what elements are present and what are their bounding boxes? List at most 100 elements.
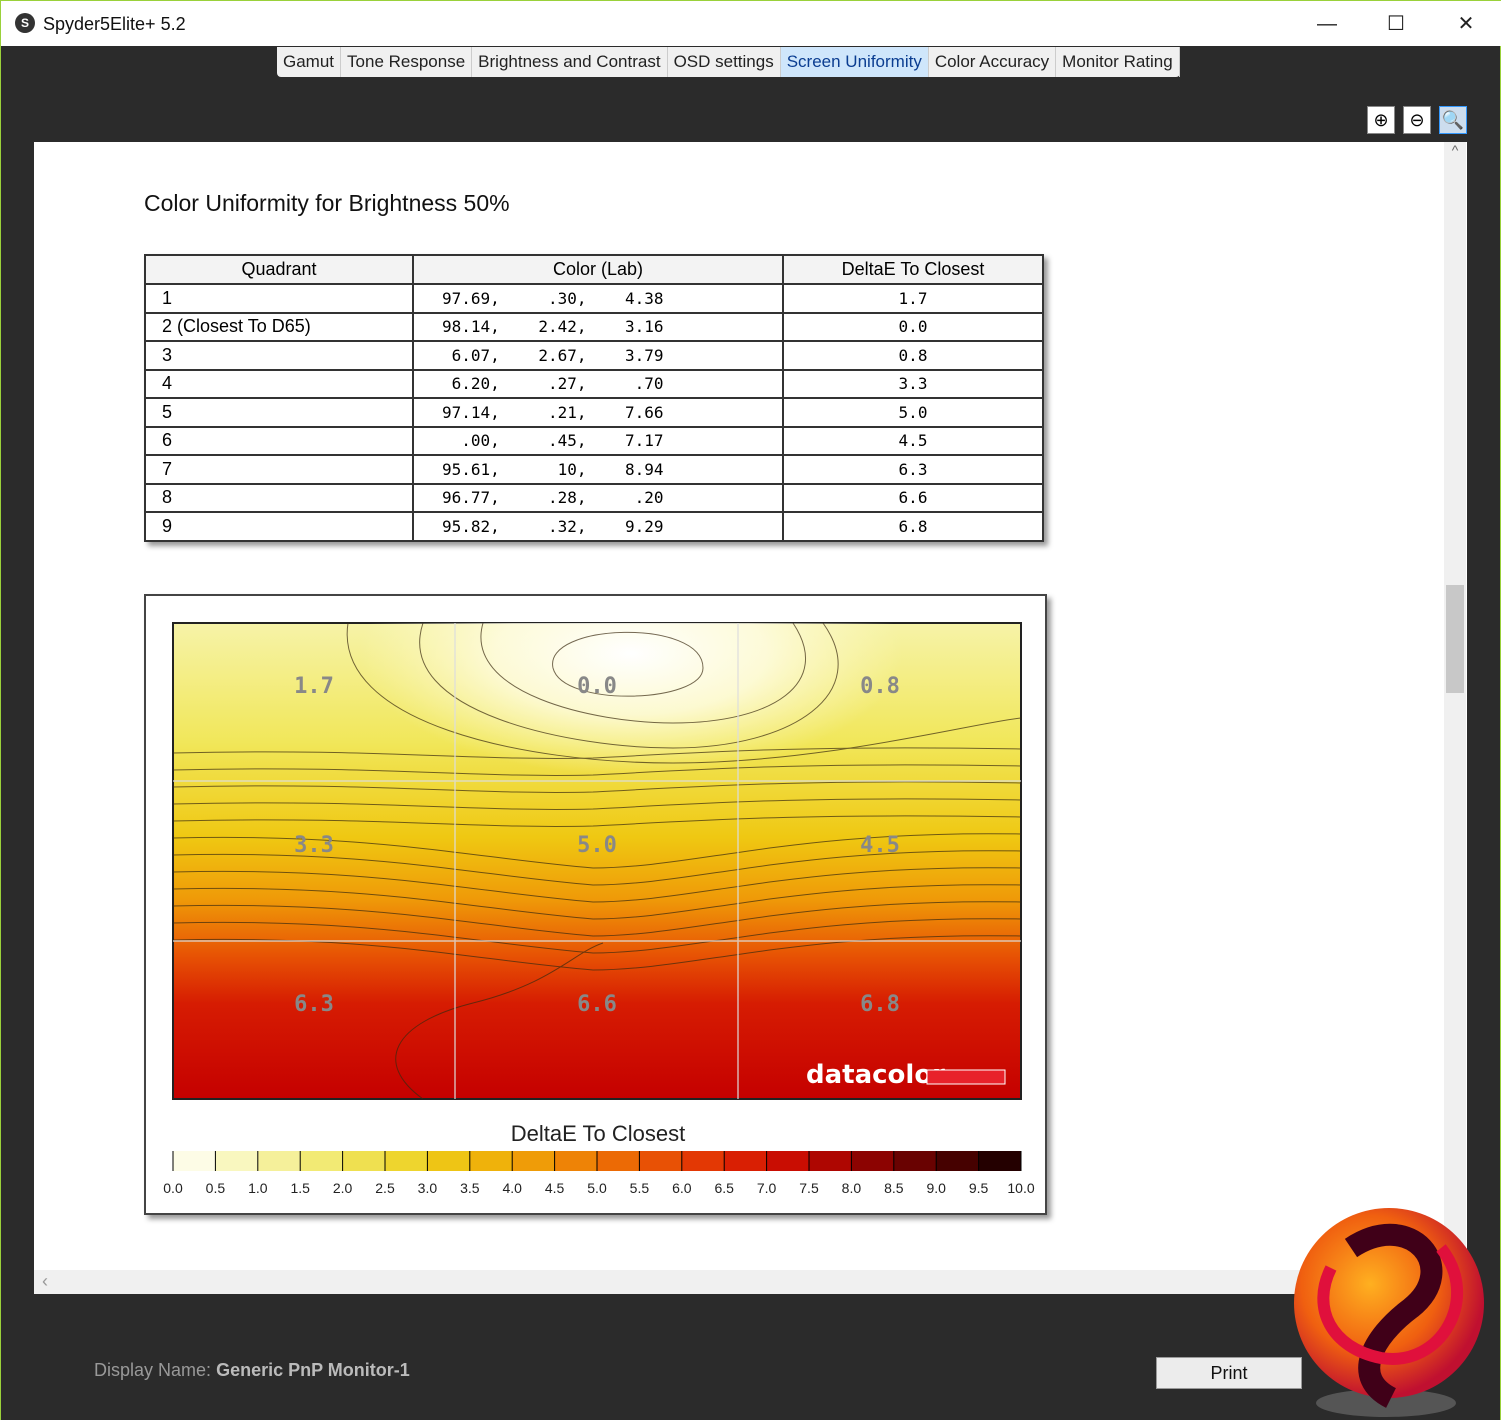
contour-line — [172, 918, 1022, 954]
datacolor-logo: datacolor — [806, 1060, 945, 1090]
column-header: Color (Lab) — [412, 254, 784, 285]
contour-line — [172, 781, 1022, 793]
quadrant-cell: 6 — [144, 425, 414, 456]
legend-tick-label: 1.0 — [248, 1180, 268, 1196]
table-row: 6 .00, .45, 7.17 4.5 — [144, 425, 1044, 456]
deltae-cell: 3.3 — [782, 368, 1044, 399]
quadrant-cell: 2 (Closest To D65) — [144, 311, 414, 342]
lab-cell: 95.61, 10, 8.94 — [412, 454, 784, 485]
quadrant-value: 3.3 — [294, 833, 334, 858]
legend-tick-label: 2.0 — [333, 1180, 353, 1196]
maximize-button[interactable]: ☐ — [1387, 13, 1405, 35]
quadrant-value: 6.6 — [577, 992, 617, 1017]
legend-swatch — [851, 1151, 895, 1171]
deltae-cell: 0.8 — [782, 340, 1044, 371]
deltae-cell: 5.0 — [782, 397, 1044, 428]
contour-line — [552, 631, 704, 697]
legend-swatch — [978, 1151, 1022, 1171]
table-row: 9 95.82, .32, 9.29 6.8 — [144, 511, 1044, 542]
legend-swatch — [257, 1151, 301, 1171]
quadrant-cell: 4 — [144, 368, 414, 399]
minimize-button[interactable]: — — [1317, 13, 1337, 35]
legend-tick-label: 8.5 — [884, 1180, 904, 1196]
close-button[interactable]: ✕ — [1457, 13, 1475, 35]
tab-color-accuracy[interactable]: Color Accuracy — [929, 47, 1057, 77]
legend-tick-label: 3.0 — [418, 1180, 438, 1196]
table-row: 7 95.61, 10, 8.94 6.3 — [144, 454, 1044, 485]
vertical-scrollbar[interactable]: ^ — [1444, 142, 1466, 1270]
tab-monitor-rating[interactable]: Monitor Rating — [1056, 47, 1180, 77]
lab-cell: 95.82, .32, 9.29 — [412, 511, 784, 542]
quadrant-value: 5.0 — [577, 833, 617, 858]
deltae-cell: 6.6 — [782, 482, 1044, 513]
spyder-app-icon: S — [15, 13, 35, 33]
quadrant-cell: 7 — [144, 454, 414, 485]
zoom-fit-icon[interactable]: 🔍 — [1439, 106, 1467, 134]
quadrant-cell: 5 — [144, 397, 414, 428]
zoom-out-icon[interactable]: ⊖ — [1403, 106, 1431, 134]
quadrant-value: 0.8 — [860, 674, 900, 699]
contour-line — [480, 622, 806, 724]
legend-title: DeltaE To Closest — [511, 1121, 685, 1146]
quadrant-value: 6.8 — [860, 992, 900, 1017]
tab-brightness-contrast[interactable]: Brightness and Contrast — [472, 47, 668, 77]
legend-swatch — [724, 1151, 768, 1171]
legend-tick-label: 0.5 — [206, 1180, 226, 1196]
print-button[interactable]: Print — [1156, 1357, 1302, 1389]
legend-swatch — [512, 1151, 556, 1171]
contour-line — [172, 884, 1022, 920]
tab-bar: Gamut Tone Response Brightness and Contr… — [277, 47, 1180, 77]
horizontal-scrollbar[interactable]: ‹ — [34, 1270, 1444, 1294]
table-row: 4 6.20, .27, .70 3.3 — [144, 368, 1044, 399]
scroll-thumb[interactable] — [1446, 585, 1464, 693]
legend-swatch — [173, 1151, 216, 1171]
legend-swatch — [597, 1151, 640, 1171]
legend-tick-label: 10.0 — [1007, 1180, 1034, 1196]
table-row: 5 97.14, .21, 7.66 5.0 — [144, 397, 1044, 428]
legend-swatch — [639, 1151, 683, 1171]
legend-swatch — [427, 1151, 471, 1171]
quadrant-cell: 9 — [144, 511, 414, 542]
contour-line — [346, 622, 1022, 764]
contour-line — [172, 815, 1022, 827]
quadrant-cell: 1 — [144, 283, 414, 314]
tab-tone-response[interactable]: Tone Response — [341, 47, 473, 77]
quadrant-cell: 8 — [144, 482, 414, 513]
contour-line — [172, 798, 1022, 810]
contour-line — [419, 622, 839, 749]
legend-swatch — [893, 1151, 937, 1171]
zoom-toolbar: ⊕ ⊖ 🔍 — [1367, 106, 1467, 134]
deltae-cell: 0.0 — [782, 311, 1044, 342]
uniformity-table: Quadrant Color (Lab) DeltaE To Closest 1… — [144, 254, 1044, 542]
table-row: 2 (Closest To D65) 98.14, 2.42, 3.16 0.0 — [144, 311, 1044, 342]
quadrant-value: 6.3 — [294, 992, 334, 1017]
uniformity-heatmap: 1.7 0.0 0.8 3.3 5.0 4.5 6.3 6.6 6.8 datacolor De… — [144, 594, 1047, 1215]
spyder-logo — [1294, 1208, 1484, 1417]
deltae-cell: 6.8 — [782, 511, 1044, 542]
deltae-cell: 1.7 — [782, 283, 1044, 314]
display-name: Display Name: Generic PnP Monitor-1 — [94, 1360, 410, 1381]
tab-osd-settings[interactable]: OSD settings — [668, 47, 781, 77]
lab-cell: 97.14, .21, 7.66 — [412, 397, 784, 428]
legend-tick-label: 5.0 — [587, 1180, 607, 1196]
column-header: Quadrant — [144, 254, 414, 285]
deltae-cell: 6.3 — [782, 454, 1044, 485]
quadrant-value: 0.0 — [577, 674, 617, 699]
quadrant-value: 4.5 — [860, 833, 900, 858]
lab-cell: 6.20, .27, .70 — [412, 368, 784, 399]
table-row: 8 96.77, .28, .20 6.6 — [144, 482, 1044, 513]
legend-tick-label: 0.0 — [163, 1180, 183, 1196]
legend-tick-label: 7.0 — [757, 1180, 777, 1196]
lab-cell: 97.69, .30, 4.38 — [412, 283, 784, 314]
report-heading: Color Uniformity for Brightness 50% — [144, 190, 510, 216]
legend-tick-label: 4.5 — [545, 1180, 565, 1196]
legend-swatch — [342, 1151, 386, 1171]
legend-swatch — [936, 1151, 980, 1171]
contour-line — [172, 850, 1022, 886]
zoom-in-icon[interactable]: ⊕ — [1367, 106, 1395, 134]
column-header: DeltaE To Closest — [782, 254, 1044, 285]
contour-line — [172, 901, 1022, 937]
quadrant-value: 1.7 — [294, 674, 334, 699]
tab-screen-uniformity[interactable]: Screen Uniformity — [780, 47, 929, 77]
tab-gamut[interactable]: Gamut — [277, 47, 342, 77]
